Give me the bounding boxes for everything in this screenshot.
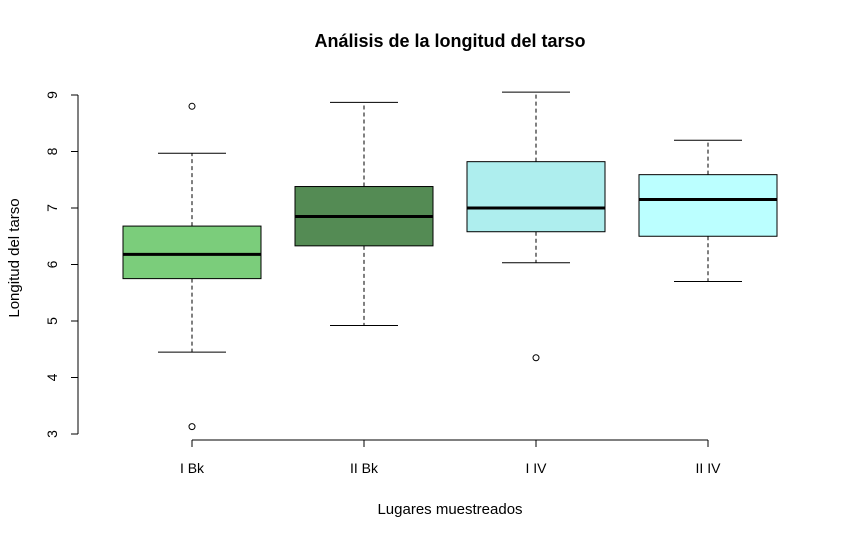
y-axis-label: Longitud del tarso [6,198,23,317]
y-tick-label: 6 [44,260,60,268]
box-group [294,101,434,327]
y-tick-label: 5 [44,317,60,325]
box [466,161,606,233]
outlier-point [188,423,196,431]
y-axis: 3 4 5 6 7 8 9 [44,91,79,438]
chart-title: Análisis de la longitud del tarso [314,31,585,51]
x-axis-label: Lugares muestreados [377,501,522,518]
box-group [638,139,778,282]
y-tick-label: 4 [44,373,60,381]
box [122,225,262,280]
y-tick-label: 8 [44,147,60,155]
x-tick-label: I Bk [180,460,205,476]
x-axis: I Bk II Bk I IV II IV [180,439,722,476]
x-tick-label: II IV [696,460,722,476]
y-tick-label: 7 [44,204,60,212]
box-group [466,91,606,362]
plot-area [122,91,778,431]
box [638,174,778,237]
x-tick-label: II Bk [350,460,379,476]
y-tick-label: 9 [44,91,60,99]
outlier-point [188,102,196,110]
box-group [122,102,262,431]
y-tick-label: 3 [44,430,60,438]
outlier-point [532,354,540,362]
x-tick-label: I IV [525,460,547,476]
